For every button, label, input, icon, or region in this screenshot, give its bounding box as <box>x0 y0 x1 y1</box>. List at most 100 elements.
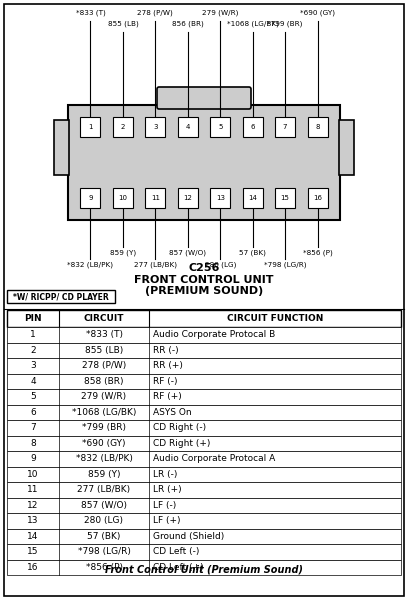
Bar <box>210 188 230 208</box>
Bar <box>80 188 100 208</box>
Text: Audio Corporate Protocal A: Audio Corporate Protocal A <box>153 454 275 463</box>
Text: CD Right (+): CD Right (+) <box>153 439 211 448</box>
Text: 3: 3 <box>30 361 36 370</box>
Bar <box>7 420 401 436</box>
Text: RR (-): RR (-) <box>153 346 179 355</box>
Bar <box>54 120 69 175</box>
Text: 278 (P/W): 278 (P/W) <box>137 10 173 16</box>
Text: 4: 4 <box>186 124 190 130</box>
Text: 5: 5 <box>30 392 36 401</box>
Bar <box>7 529 401 544</box>
Text: CIRCUIT FUNCTION: CIRCUIT FUNCTION <box>227 314 323 323</box>
Text: 856 (BR): 856 (BR) <box>172 20 204 27</box>
Bar <box>7 389 401 404</box>
Text: (PREMIUM SOUND): (PREMIUM SOUND) <box>145 286 263 296</box>
Bar <box>7 436 401 451</box>
Bar <box>7 451 401 467</box>
Text: *798 (LG/R): *798 (LG/R) <box>78 547 131 556</box>
Text: 16: 16 <box>313 195 322 201</box>
Bar <box>7 358 401 373</box>
Bar <box>7 497 401 513</box>
Text: 859 (Y): 859 (Y) <box>88 470 120 479</box>
Text: *833 (T): *833 (T) <box>75 10 105 16</box>
Bar <box>339 120 354 175</box>
Text: 12: 12 <box>183 195 192 201</box>
Text: 13: 13 <box>27 516 39 525</box>
Bar <box>243 188 263 208</box>
Bar <box>243 117 263 137</box>
Bar <box>178 188 198 208</box>
Bar <box>7 544 401 559</box>
Bar <box>7 513 401 529</box>
Text: 15: 15 <box>27 547 39 556</box>
Text: LF (+): LF (+) <box>153 516 180 525</box>
Text: 279 (W/R): 279 (W/R) <box>82 392 126 401</box>
Text: RR (+): RR (+) <box>153 361 183 370</box>
Text: *832 (LB/PK): *832 (LB/PK) <box>67 262 113 269</box>
Bar <box>145 188 165 208</box>
Text: 280 (LG): 280 (LG) <box>204 262 236 269</box>
Text: CD Left (-): CD Left (-) <box>153 547 200 556</box>
Text: *856 (P): *856 (P) <box>86 563 122 572</box>
Text: 2: 2 <box>30 346 36 355</box>
Text: *799 (BR): *799 (BR) <box>82 423 126 432</box>
Text: 7: 7 <box>283 124 287 130</box>
Bar <box>7 290 115 303</box>
Bar <box>7 559 401 575</box>
Bar <box>308 188 328 208</box>
Text: Audio Corporate Protocal B: Audio Corporate Protocal B <box>153 330 275 339</box>
Text: *833 (T): *833 (T) <box>86 330 122 339</box>
Text: *1068 (LG/BK): *1068 (LG/BK) <box>72 408 136 417</box>
Bar <box>178 117 198 137</box>
Text: 858 (BR): 858 (BR) <box>84 377 124 386</box>
Text: FRONT CONTROL UNIT: FRONT CONTROL UNIT <box>134 275 274 285</box>
Bar <box>7 373 401 389</box>
Bar <box>145 117 165 137</box>
Text: *690 (GY): *690 (GY) <box>82 439 126 448</box>
Bar <box>113 188 133 208</box>
Text: 5: 5 <box>218 124 222 130</box>
Text: 3: 3 <box>153 124 157 130</box>
Bar <box>68 105 340 220</box>
Text: 857 (W/O): 857 (W/O) <box>81 501 127 510</box>
Text: 857 (W/O): 857 (W/O) <box>169 250 206 257</box>
Text: 14: 14 <box>27 532 39 541</box>
Text: 2: 2 <box>121 124 125 130</box>
Bar <box>7 310 401 327</box>
Text: *W/ RICPP/ CD PLAYER: *W/ RICPP/ CD PLAYER <box>13 292 109 301</box>
Text: 855 (LB): 855 (LB) <box>108 20 138 27</box>
Text: RF (+): RF (+) <box>153 392 182 401</box>
Text: RF (-): RF (-) <box>153 377 177 386</box>
Bar <box>7 404 401 420</box>
Text: 6: 6 <box>30 408 36 417</box>
Text: PIN: PIN <box>24 314 42 323</box>
Text: 7: 7 <box>30 423 36 432</box>
Bar <box>275 117 295 137</box>
Text: 10: 10 <box>118 195 127 201</box>
Text: ASYS On: ASYS On <box>153 408 192 417</box>
Bar <box>7 343 401 358</box>
Text: *690 (GY): *690 (GY) <box>300 10 335 16</box>
Text: 15: 15 <box>281 195 290 201</box>
Text: 4: 4 <box>30 377 36 386</box>
Text: 278 (P/W): 278 (P/W) <box>82 361 126 370</box>
Text: LR (+): LR (+) <box>153 485 182 494</box>
Text: LR (-): LR (-) <box>153 470 177 479</box>
Text: 280 (LG): 280 (LG) <box>84 516 124 525</box>
Text: CD Right (-): CD Right (-) <box>153 423 206 432</box>
Text: 11: 11 <box>27 485 39 494</box>
Bar <box>7 482 401 497</box>
Bar <box>7 327 401 343</box>
Text: 8: 8 <box>30 439 36 448</box>
Text: 16: 16 <box>27 563 39 572</box>
Bar <box>210 117 230 137</box>
Text: Ground (Shield): Ground (Shield) <box>153 532 224 541</box>
Text: 13: 13 <box>216 195 225 201</box>
Text: 8: 8 <box>315 124 320 130</box>
Text: 1: 1 <box>30 330 36 339</box>
Bar <box>275 188 295 208</box>
Text: 6: 6 <box>251 124 255 130</box>
Bar <box>7 467 401 482</box>
Text: 57 (BK): 57 (BK) <box>87 532 121 541</box>
Text: LF (-): LF (-) <box>153 501 176 510</box>
